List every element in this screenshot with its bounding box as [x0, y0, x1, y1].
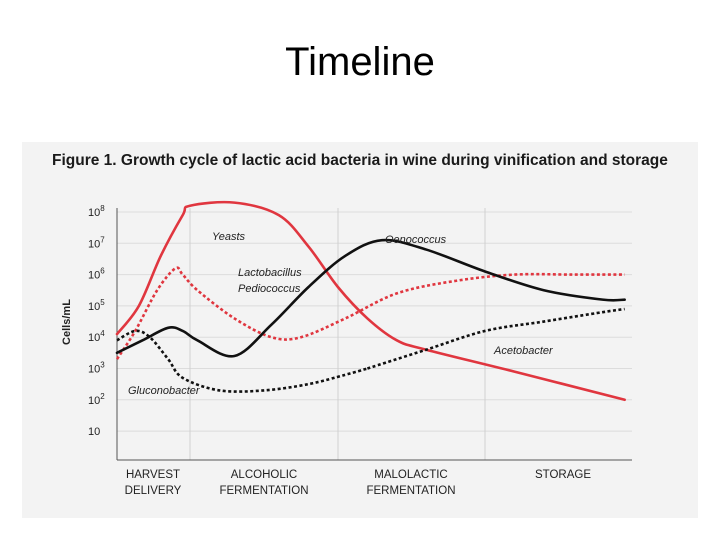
- series-label: Acetobacter: [493, 345, 554, 357]
- series-label: Lactobacillus: [238, 267, 302, 279]
- series-label: Yeasts: [212, 231, 246, 243]
- y-tick-label: 104: [88, 329, 105, 344]
- y-tick-label: 107: [88, 235, 105, 250]
- y-tick-label: 103: [88, 361, 105, 376]
- series-line: [115, 266, 625, 360]
- series-line: [115, 238, 626, 358]
- y-tick-label: 102: [88, 392, 105, 407]
- phase-label: FERMENTATION: [219, 485, 308, 497]
- y-tick-label: 106: [88, 267, 105, 282]
- y-tick-label: 10: [88, 426, 100, 438]
- phase-label: ALCOHOLIC: [231, 469, 297, 481]
- series-line: [115, 200, 626, 402]
- y-tick-label: 108: [88, 204, 105, 219]
- series-label: Oenococcus: [385, 234, 447, 246]
- y-axis-label: Cells/mL: [61, 299, 73, 345]
- phase-label: MALOLACTIC: [374, 469, 448, 481]
- series-label: Pediococcus: [238, 283, 301, 295]
- phase-label: DELIVERY: [125, 485, 182, 497]
- grid: [117, 208, 632, 460]
- phase-label: STORAGE: [535, 469, 591, 481]
- phase-label: FERMENTATION: [366, 485, 455, 497]
- series-label: Gluconobacter: [128, 385, 201, 397]
- series-line: [116, 329, 368, 393]
- figure-title: Figure 1. Growth cycle of lactic acid ba…: [52, 152, 668, 169]
- series-line: [367, 307, 625, 370]
- y-tick-label: 105: [88, 298, 105, 313]
- slide-title: Timeline: [285, 40, 435, 84]
- phase-label: HARVEST: [126, 469, 180, 481]
